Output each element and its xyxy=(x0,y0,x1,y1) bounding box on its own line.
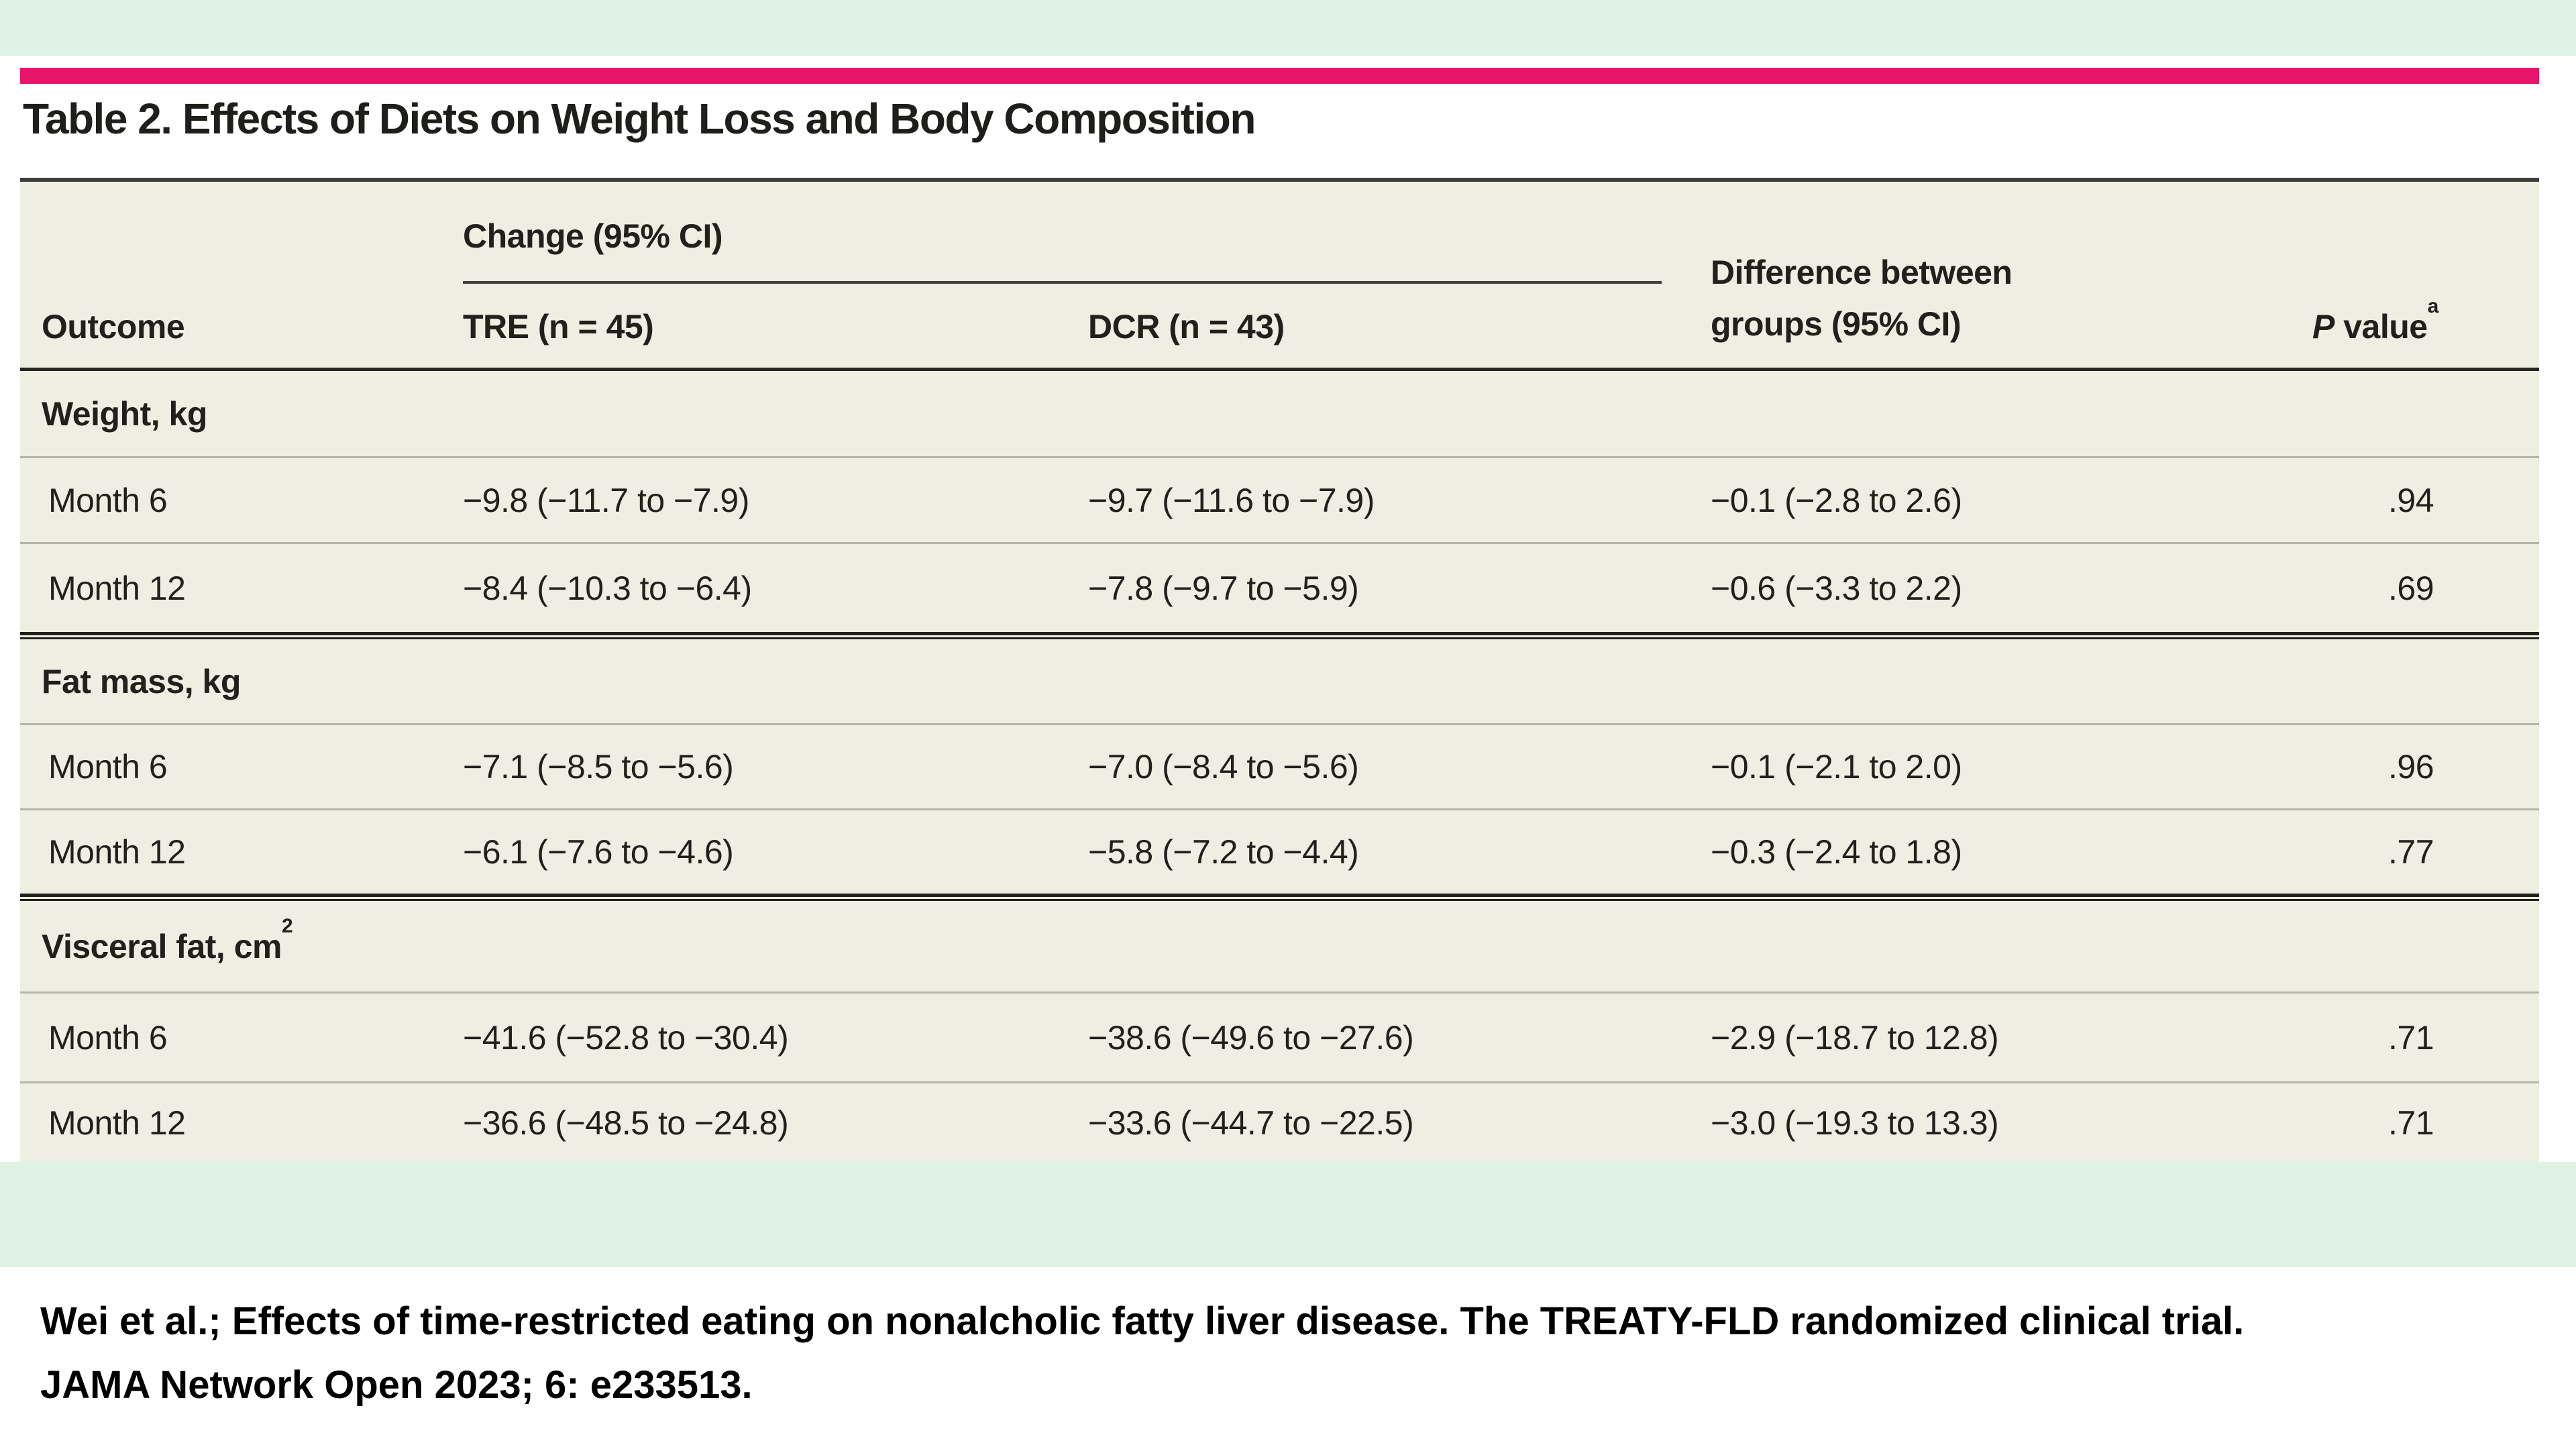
change-group-underline xyxy=(463,281,1662,284)
section-label: Weight, kg xyxy=(42,394,207,433)
cell-tre: −6.1 (−7.6 to −4.6) xyxy=(463,833,734,871)
results-table: Change (95% CI) Outcome TRE (n = 45) DCR… xyxy=(20,178,2539,1162)
cell-tre: −9.8 (−11.7 to −7.9) xyxy=(463,481,749,519)
table-title: Table 2. Effects of Diets on Weight Loss… xyxy=(23,95,1256,143)
cell-difference: −0.1 (−2.8 to 2.6) xyxy=(1711,481,1962,519)
row-outcome: Month 6 xyxy=(48,481,168,519)
section-divider-rule xyxy=(20,632,2539,639)
cell-tre: −7.1 (−8.5 to −5.6) xyxy=(463,748,734,786)
jama-accent-bar xyxy=(20,68,2539,84)
squared-superscript: 2 xyxy=(281,914,293,937)
cell-dcr: −9.7 (−11.6 to −7.9) xyxy=(1088,481,1375,519)
cell-difference: −2.9 (−18.7 to 12.8) xyxy=(1711,1018,1999,1057)
cell-dcr: −33.6 (−44.7 to −22.5) xyxy=(1088,1104,1414,1142)
header-dcr: DCR (n = 43) xyxy=(1088,308,1285,345)
cell-p-value: .96 xyxy=(2388,748,2434,786)
header-change-group: Change (95% CI) xyxy=(463,217,723,255)
section-label-text: Visceral fat, cm xyxy=(42,927,282,965)
row-outcome: Month 6 xyxy=(48,748,168,786)
top-green-band xyxy=(0,0,2576,56)
cell-p-value: .71 xyxy=(2388,1104,2434,1142)
cell-difference: −0.6 (−3.3 to 2.2) xyxy=(1711,569,1962,607)
section-label: Visceral fat, cm2 xyxy=(42,915,293,966)
cell-p-value: .94 xyxy=(2388,481,2434,519)
table-row: Month 12 −36.6 (−48.5 to −24.8) −33.6 (−… xyxy=(20,1081,2539,1162)
table-row: Month 12 −6.1 (−7.6 to −4.6) −5.8 (−7.2 … xyxy=(20,808,2539,894)
cell-tre: −41.6 (−52.8 to −30.4) xyxy=(463,1018,789,1057)
section-row-fat-mass: Fat mass, kg xyxy=(20,639,2539,723)
table-row: Month 6 −9.8 (−11.7 to −7.9) −9.7 (−11.6… xyxy=(20,456,2539,542)
section-row-weight: Weight, kg xyxy=(20,371,2539,456)
cell-difference: −0.1 (−2.1 to 2.0) xyxy=(1711,748,1962,786)
cell-dcr: −5.8 (−7.2 to −4.4) xyxy=(1088,833,1359,871)
header-outcome: Outcome xyxy=(42,308,185,345)
citation-line-2: JAMA Network Open 2023; 6: e233513. xyxy=(40,1363,753,1407)
p-value-italic-p: P xyxy=(2312,308,2334,345)
bottom-green-band xyxy=(0,1162,2576,1267)
section-label: Fat mass, kg xyxy=(42,662,241,700)
p-value-rest: value xyxy=(2334,308,2428,345)
cell-p-value: .71 xyxy=(2388,1018,2434,1057)
table-row: Month 12 −8.4 (−10.3 to −6.4) −7.8 (−9.7… xyxy=(20,542,2539,632)
cell-dcr: −7.8 (−9.7 to −5.9) xyxy=(1088,569,1359,607)
cell-dcr: −38.6 (−49.6 to −27.6) xyxy=(1088,1018,1414,1057)
section-row-visceral-fat: Visceral fat, cm2 xyxy=(20,901,2539,991)
cell-difference: −3.0 (−19.3 to 13.3) xyxy=(1711,1104,1999,1142)
cell-dcr: −7.0 (−8.4 to −5.6) xyxy=(1088,748,1359,786)
cell-p-value: .77 xyxy=(2388,833,2434,871)
header-tre: TRE (n = 45) xyxy=(463,308,654,345)
table-row: Month 6 −7.1 (−8.5 to −5.6) −7.0 (−8.4 t… xyxy=(20,723,2539,808)
cell-tre: −8.4 (−10.3 to −6.4) xyxy=(463,569,752,607)
row-outcome: Month 12 xyxy=(48,569,186,607)
citation: Wei et al.; Effects of time-restricted e… xyxy=(40,1289,2563,1417)
row-outcome: Month 12 xyxy=(48,833,186,871)
row-outcome: Month 6 xyxy=(48,1018,168,1057)
cell-tre: −36.6 (−48.5 to −24.8) xyxy=(463,1104,789,1142)
cell-p-value: .69 xyxy=(2388,569,2434,607)
table-header-row: Change (95% CI) Outcome TRE (n = 45) DCR… xyxy=(20,182,2539,371)
row-outcome: Month 12 xyxy=(48,1104,186,1142)
cell-difference: −0.3 (−2.4 to 1.8) xyxy=(1711,833,1962,871)
header-p-value: P valuea xyxy=(2312,295,2438,346)
section-divider-rule xyxy=(20,894,2539,901)
p-value-footnote-marker: a xyxy=(2427,295,2439,318)
header-difference: Difference between groups (95% CI) xyxy=(1711,254,2012,343)
citation-line-1: Wei et al.; Effects of time-restricted e… xyxy=(40,1299,2245,1343)
table-row: Month 6 −41.6 (−52.8 to −30.4) −38.6 (−4… xyxy=(20,991,2539,1081)
